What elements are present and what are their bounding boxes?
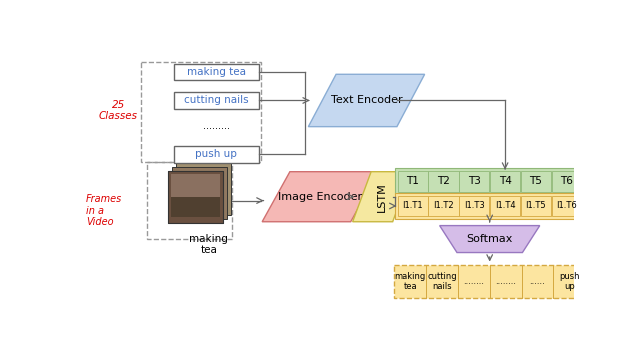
- Text: making tea: making tea: [187, 67, 246, 77]
- Text: T1: T1: [406, 176, 419, 186]
- FancyBboxPatch shape: [490, 171, 520, 192]
- Polygon shape: [308, 74, 424, 127]
- Polygon shape: [353, 172, 411, 222]
- Text: T4: T4: [499, 176, 511, 186]
- FancyBboxPatch shape: [171, 174, 220, 198]
- FancyBboxPatch shape: [521, 195, 551, 216]
- Text: 25
Classes: 25 Classes: [99, 100, 138, 121]
- FancyBboxPatch shape: [394, 265, 585, 298]
- Text: ........: ........: [463, 277, 484, 286]
- FancyBboxPatch shape: [168, 171, 223, 223]
- Text: I1.T2: I1.T2: [433, 201, 454, 210]
- Text: cutting
nails: cutting nails: [427, 272, 457, 291]
- Text: ........: ........: [495, 277, 516, 286]
- Text: cutting nails: cutting nails: [184, 95, 249, 105]
- FancyBboxPatch shape: [552, 195, 582, 216]
- Polygon shape: [440, 226, 540, 252]
- FancyBboxPatch shape: [395, 193, 584, 219]
- FancyBboxPatch shape: [429, 171, 458, 192]
- FancyBboxPatch shape: [168, 171, 223, 223]
- FancyBboxPatch shape: [397, 171, 428, 192]
- Text: I1.T1: I1.T1: [403, 201, 423, 210]
- FancyBboxPatch shape: [174, 92, 259, 109]
- Text: I1.T5: I1.T5: [525, 201, 546, 210]
- Text: I1.T6: I1.T6: [556, 201, 577, 210]
- FancyBboxPatch shape: [397, 195, 428, 216]
- FancyBboxPatch shape: [174, 146, 259, 163]
- FancyBboxPatch shape: [490, 195, 520, 216]
- Text: Image Encoder: Image Encoder: [278, 192, 362, 202]
- FancyBboxPatch shape: [174, 63, 259, 80]
- Text: push
up: push up: [559, 272, 579, 291]
- Text: T3: T3: [468, 176, 481, 186]
- FancyBboxPatch shape: [395, 168, 584, 194]
- Text: T2: T2: [437, 176, 450, 186]
- Text: I1.T3: I1.T3: [464, 201, 484, 210]
- FancyBboxPatch shape: [171, 197, 220, 217]
- Polygon shape: [262, 172, 378, 222]
- Text: Text Encoder: Text Encoder: [331, 95, 403, 105]
- FancyBboxPatch shape: [175, 163, 231, 215]
- Text: push up: push up: [195, 150, 237, 159]
- FancyBboxPatch shape: [552, 171, 582, 192]
- Text: ......: ......: [529, 277, 545, 286]
- Text: I1.T4: I1.T4: [495, 201, 515, 210]
- FancyBboxPatch shape: [429, 195, 458, 216]
- FancyBboxPatch shape: [460, 195, 490, 216]
- Text: Softmax: Softmax: [467, 234, 513, 244]
- Text: T6: T6: [560, 176, 573, 186]
- Text: .........: .........: [203, 121, 230, 131]
- Text: LSTM: LSTM: [377, 182, 387, 211]
- FancyBboxPatch shape: [521, 171, 551, 192]
- Text: T5: T5: [529, 176, 542, 186]
- Text: Frames
in a
Video: Frames in a Video: [86, 194, 122, 227]
- FancyBboxPatch shape: [172, 167, 227, 219]
- Text: making
tea: making tea: [189, 234, 228, 255]
- Text: making
tea: making tea: [394, 272, 426, 291]
- FancyBboxPatch shape: [460, 171, 490, 192]
